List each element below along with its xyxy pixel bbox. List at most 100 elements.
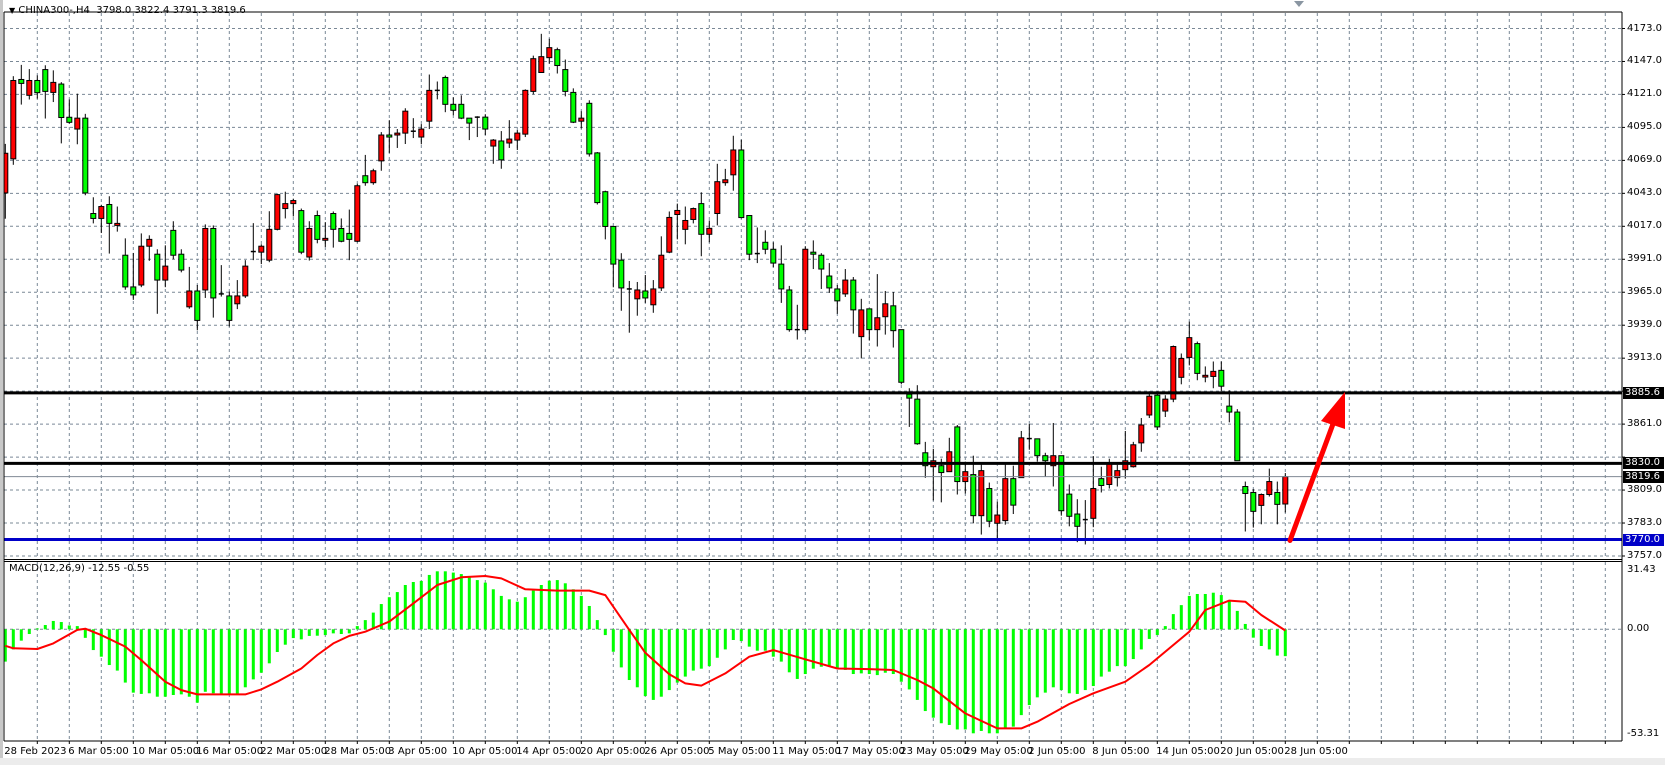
time-axis-label: 16 Mar 05:00 [196, 746, 264, 757]
macd-histogram-bar [363, 620, 367, 630]
candle-bull [1106, 463, 1113, 485]
macd-histogram-bar [331, 629, 335, 634]
candle-bull [354, 185, 361, 242]
macd-histogram-bar [1283, 629, 1287, 657]
macd-histogram-bar [1187, 595, 1191, 630]
candle-bear [226, 295, 233, 321]
macd-histogram-bar [1035, 629, 1039, 698]
candle-bull [1002, 478, 1009, 522]
candle-bull [714, 181, 721, 215]
macd-histogram-bar [931, 629, 935, 718]
time-axis-label: 14 Apr 05:00 [516, 746, 582, 757]
candle-bull [282, 203, 289, 210]
time-axis-label: 3 Apr 05:00 [388, 746, 448, 757]
macd-histogram-bar [1227, 599, 1231, 630]
macd-histogram-bar [579, 595, 583, 630]
macd-histogram-bar [907, 629, 911, 690]
candle-bear [1098, 478, 1105, 486]
macd-histogram-bar [763, 629, 767, 651]
candle-bear [850, 279, 857, 311]
macd-histogram-bar [251, 629, 255, 680]
candle-bull [26, 79, 33, 96]
time-axis-label: 22 Mar 05:00 [260, 746, 328, 757]
candle-bull [546, 47, 553, 59]
candles-group [4, 33, 1289, 545]
macd-histogram-bar [315, 629, 319, 636]
macd-histogram-bar [891, 629, 895, 675]
macd-histogram-bar [1019, 629, 1023, 716]
macd-histogram-bar [275, 629, 279, 652]
macd-histogram-bar [787, 629, 791, 673]
candle-bull [370, 170, 377, 184]
candle-bear [642, 290, 649, 299]
candle-bear [602, 191, 609, 227]
ohlc-values: 3798.0 3822.4 3791.3 3819.6 [96, 5, 246, 16]
macd-histogram-bar [379, 604, 383, 630]
macd-histogram-bar [51, 620, 55, 630]
candle-bear [738, 149, 745, 219]
candle-bear [66, 116, 73, 123]
macd-histogram-bar [827, 629, 831, 667]
macd-histogram-bar [1155, 629, 1159, 636]
time-axis-label: 28 Mar 05:00 [324, 746, 392, 757]
candle-bull [490, 139, 497, 147]
candle-bull [242, 265, 249, 297]
macd-histogram-bar [1235, 610, 1239, 630]
candle-bull [1018, 437, 1025, 479]
candle-bear [746, 215, 753, 255]
candle-bull [322, 237, 329, 241]
candle-bear [906, 393, 913, 399]
candle-bear [1042, 455, 1049, 462]
candle-bull [514, 132, 521, 141]
time-axis-label: 23 May 05:00 [900, 746, 969, 757]
price-axis-label: 3757.0 [1627, 549, 1662, 561]
time-axis-label: 28 Jun 05:00 [1284, 746, 1348, 757]
time-axis-label: 14 Jun 05:00 [1156, 746, 1220, 757]
candle-bull [138, 245, 145, 286]
candle-bull [1050, 455, 1057, 467]
candle-bull [1114, 470, 1121, 479]
candle-bull [634, 289, 641, 300]
time-axis-label: 17 May 05:00 [836, 746, 905, 757]
candle-bull [994, 514, 1001, 524]
candle-bear [106, 203, 113, 224]
macd-histogram-bar [59, 622, 63, 630]
macd-histogram-bar [611, 629, 615, 652]
price-level-label: 3830.0 [1623, 457, 1664, 470]
triangle-down-icon[interactable]: ▼ [9, 6, 16, 15]
candle-bull [650, 288, 657, 306]
time-axis-label: 28 Feb 2023 [4, 746, 67, 757]
candle-bull [506, 138, 513, 144]
macd-histogram-bar [955, 629, 959, 730]
macd-histogram-bar [723, 629, 727, 650]
candle-bull [1178, 357, 1185, 378]
macd-histogram-bar [1219, 595, 1223, 630]
price-axis-label: 3913.0 [1627, 352, 1662, 364]
chart-header: ▼ CHINA300-,H4 3798.0 3822.4 3791.3 3819… [9, 5, 246, 17]
candle-bull [1266, 481, 1273, 495]
macd-histogram-bar [291, 629, 295, 639]
candle-bull [690, 208, 697, 220]
macd-histogram-bar [395, 592, 399, 630]
candle-bear [786, 289, 793, 331]
macd-histogram-bar [987, 629, 991, 734]
macd-histogram-bar [347, 629, 351, 634]
macd-histogram-bar [387, 597, 391, 630]
macd-histogram-bar [475, 580, 479, 630]
macd-histogram-bar [747, 629, 751, 647]
macd-histogram-bar [635, 629, 639, 688]
macd-histogram-bar [555, 580, 559, 630]
window-frame-left [0, 0, 3, 765]
time-axis-label: 2 Jun 05:00 [1028, 746, 1086, 757]
candle-bull [706, 227, 713, 235]
candle-bear [818, 254, 825, 270]
macd-histogram-bar [915, 629, 919, 700]
candle-bull [730, 149, 737, 176]
macd-histogram-bar [1131, 629, 1135, 660]
price-axis-label: 3939.0 [1627, 319, 1662, 331]
candle-bear [482, 116, 489, 130]
candle-bear [698, 203, 705, 235]
macd-histogram-bar [27, 629, 31, 635]
